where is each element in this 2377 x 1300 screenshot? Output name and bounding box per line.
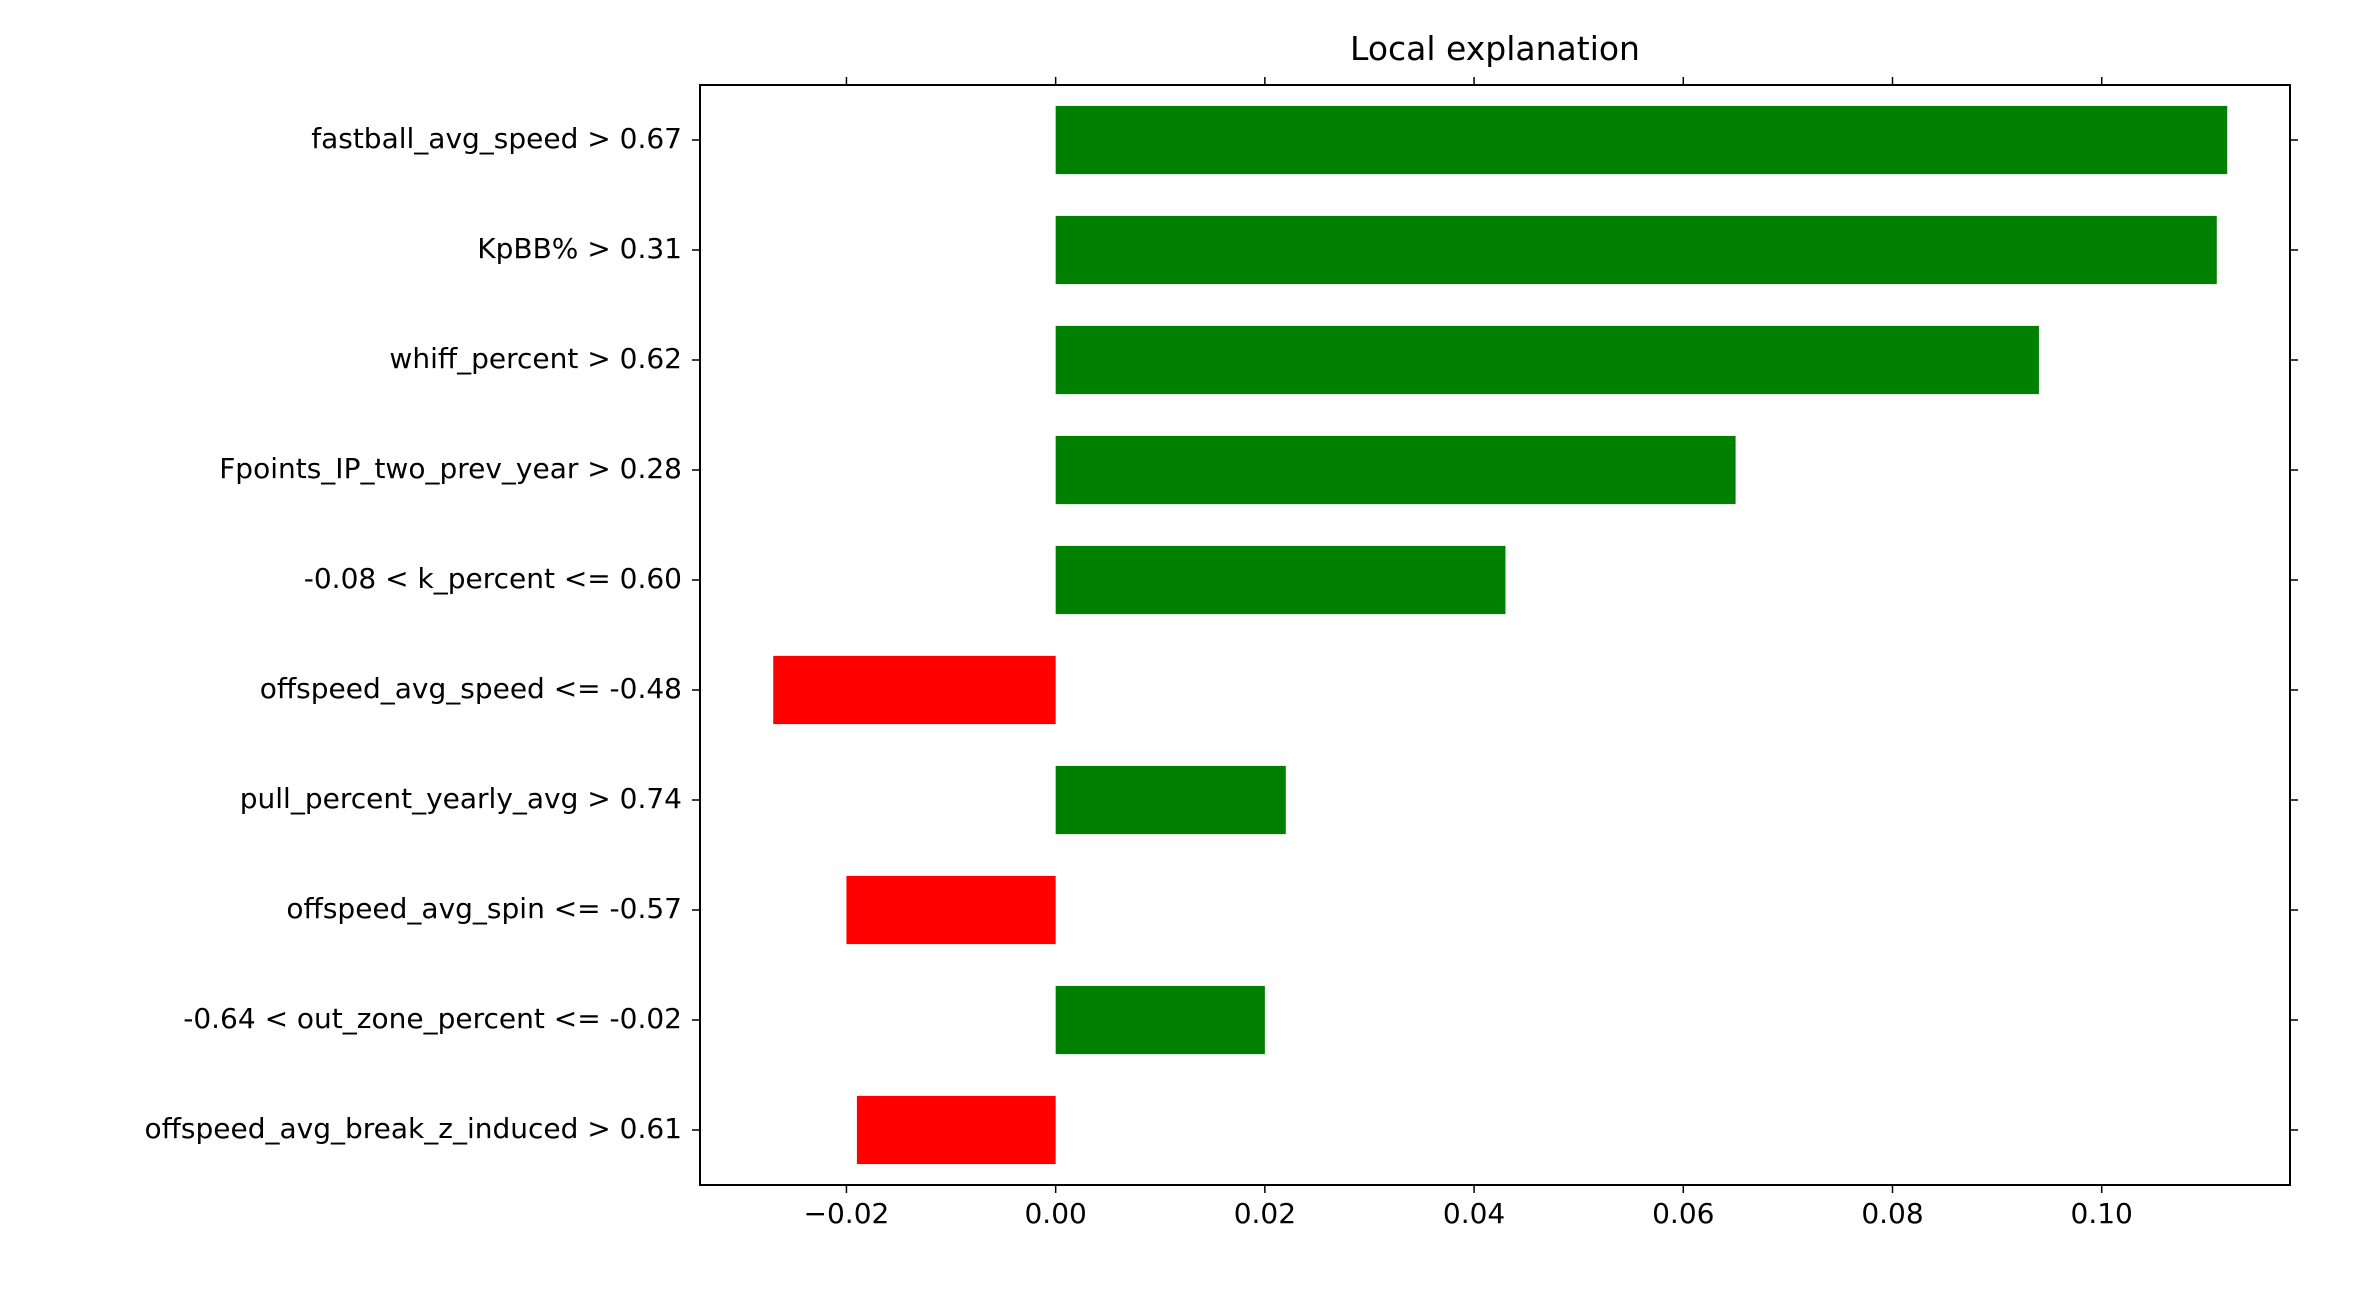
bar: [1056, 986, 1265, 1054]
y-tick-label: KpBB% > 0.31: [477, 232, 682, 265]
x-tick-label: 0.04: [1443, 1197, 1505, 1230]
x-tick-label: 0.06: [1652, 1197, 1714, 1230]
x-tick-label: 0.10: [2071, 1197, 2133, 1230]
x-tick-label: 0.00: [1024, 1197, 1086, 1230]
chart-title: Local explanation: [1350, 29, 1640, 68]
y-tick-label: -0.64 < out_zone_percent <= -0.02: [183, 1002, 682, 1035]
y-tick-label: whiff_percent > 0.62: [389, 342, 682, 375]
y-tick-label: -0.08 < k_percent <= 0.60: [304, 562, 682, 595]
y-tick-label: fastball_avg_speed > 0.67: [311, 122, 682, 155]
bar: [846, 876, 1055, 944]
bar: [1056, 436, 1736, 504]
bar: [1056, 106, 2228, 174]
y-tick-label: offspeed_avg_break_z_induced > 0.61: [144, 1112, 682, 1145]
bar: [857, 1096, 1056, 1164]
bar: [773, 656, 1055, 724]
y-tick-label: Fpoints_IP_two_prev_year > 0.28: [219, 452, 682, 485]
bar: [1056, 216, 2217, 284]
chart-background: [0, 0, 2377, 1300]
bar: [1056, 546, 1506, 614]
y-tick-label: offspeed_avg_spin <= -0.57: [286, 892, 682, 925]
y-tick-label: pull_percent_yearly_avg > 0.74: [240, 782, 682, 815]
y-tick-label: offspeed_avg_speed <= -0.48: [260, 672, 682, 705]
x-tick-label: 0.02: [1234, 1197, 1296, 1230]
chart-container: Local explanation fastball_avg_speed > 0.…: [0, 0, 2377, 1300]
local-explanation-chart: Local explanation fastball_avg_speed > 0.…: [0, 0, 2377, 1300]
x-tick-label: −0.02: [804, 1197, 890, 1230]
bar: [1056, 766, 1286, 834]
bar: [1056, 326, 2039, 394]
x-tick-label: 0.08: [1861, 1197, 1923, 1230]
